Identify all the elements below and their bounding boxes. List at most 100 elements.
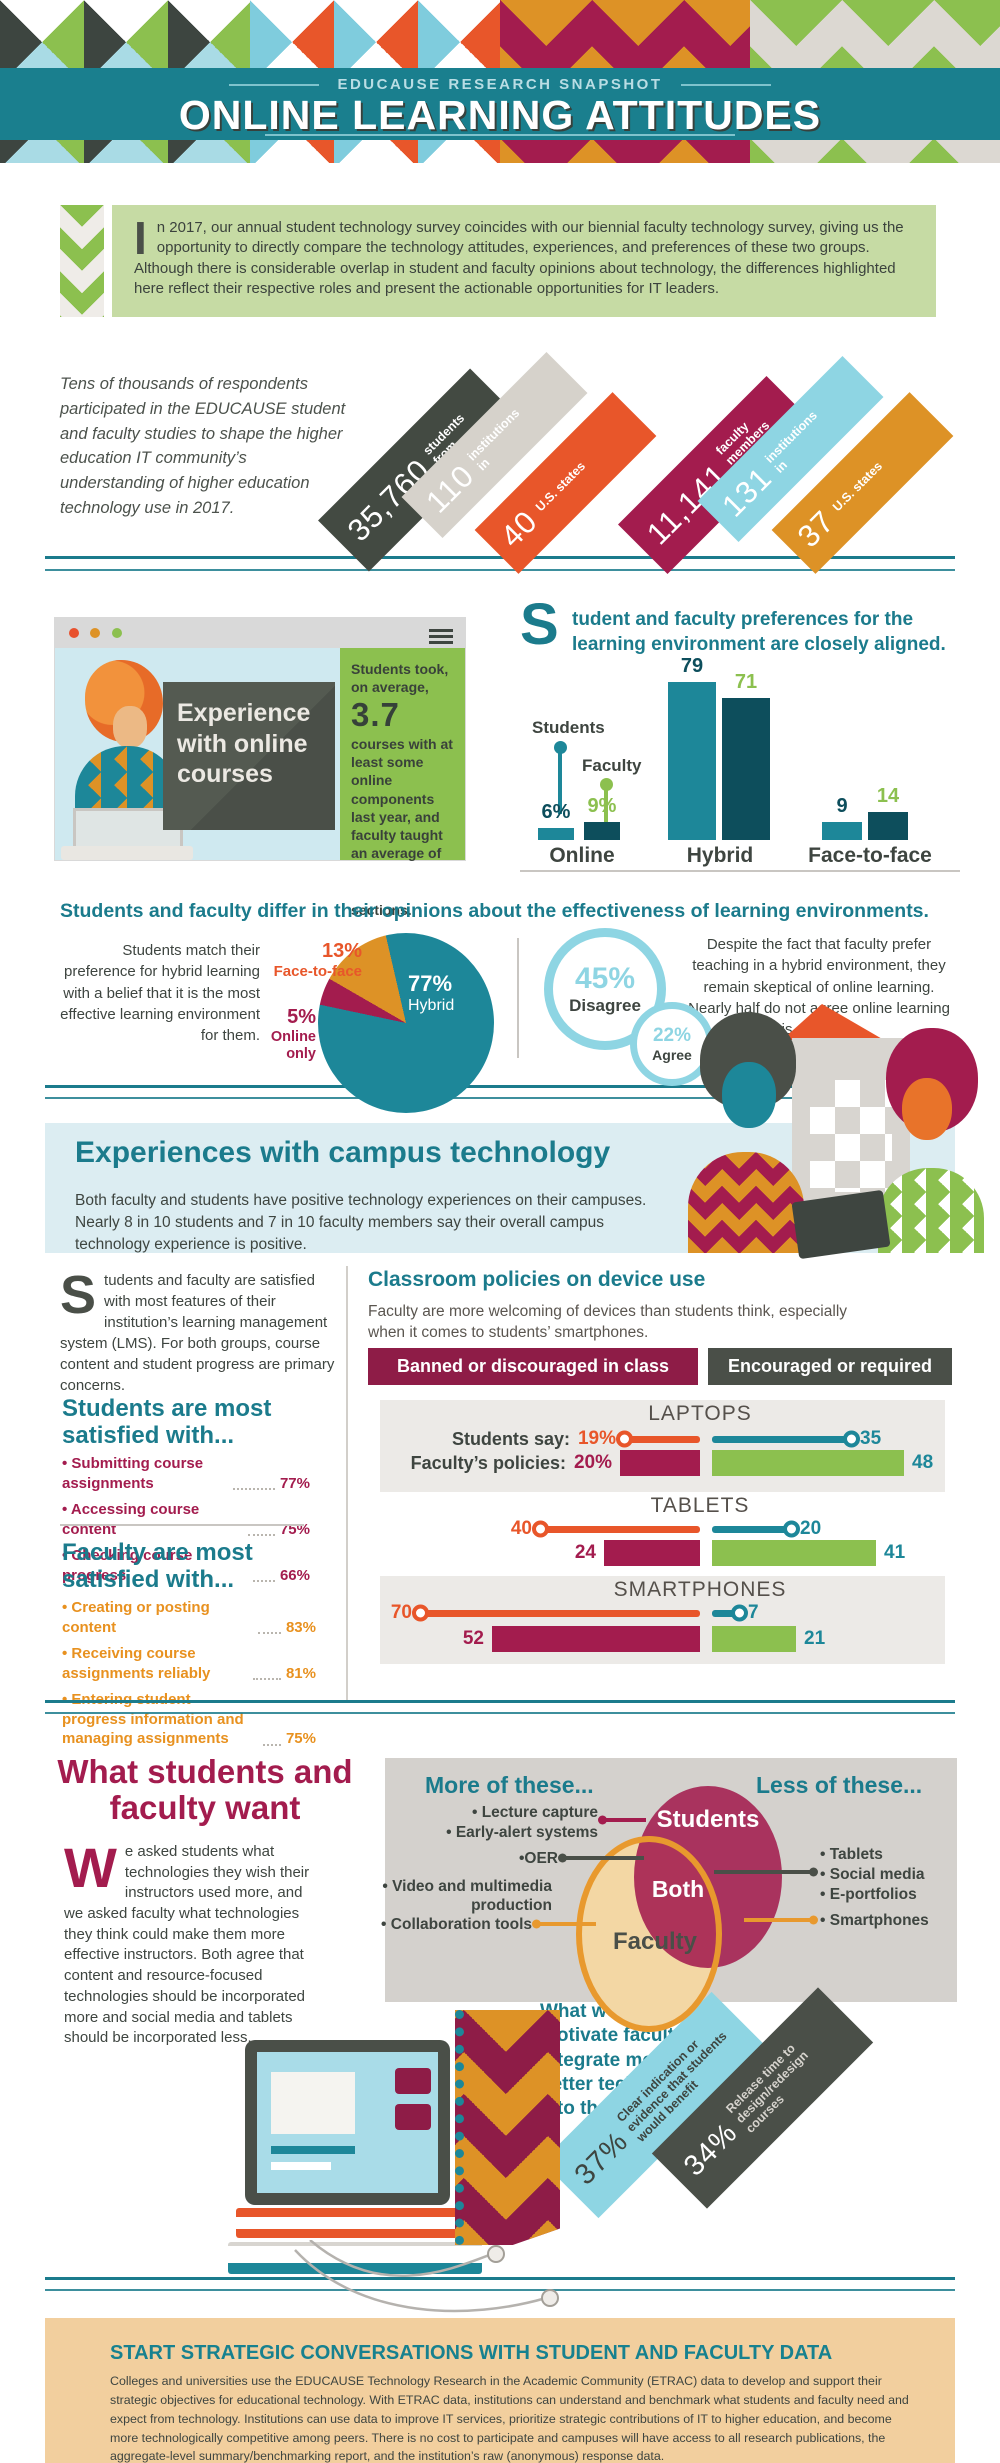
students-satisfied-heading: Students are most satisfied with... xyxy=(62,1395,272,1449)
student-item-3-value: 66% xyxy=(279,1566,310,1584)
tablets-policy-banned-value: 24 xyxy=(574,1542,596,1563)
report-kicker: EDUCAUSE RESEARCH SNAPSHOT xyxy=(337,76,663,93)
preferences-dropcap: S xyxy=(520,592,559,657)
connector-dot-icon xyxy=(598,1815,607,1825)
want-dropcap: W xyxy=(64,1836,117,1899)
lms-divider xyxy=(60,1524,304,1526)
want-heading: What students and faculty want xyxy=(57,1753,353,1827)
footer-body: Colleges and universities use the EDUCAU… xyxy=(110,2374,909,2463)
less-both-item-1: • Tablets xyxy=(820,1846,883,1863)
chart-bottom-rule xyxy=(520,870,960,872)
laptops-policy-banned-value: 20% xyxy=(573,1452,612,1473)
bar-hybrid-faculty: 71 xyxy=(722,671,770,840)
campus-body: Both faculty and students have positive … xyxy=(75,1192,647,1253)
effectiveness-heading: Students and faculty differ in their opi… xyxy=(60,900,929,922)
marker-icon xyxy=(412,1604,429,1622)
section-rule-2a xyxy=(45,1085,955,1088)
tablets-say-banned-value: 40 xyxy=(510,1518,532,1539)
axis-label-hybrid: Hybrid xyxy=(686,844,754,867)
bar-hybrid-students: 79 xyxy=(668,655,716,840)
card-sidebar: Students took, on average, 3.7 courses w… xyxy=(340,648,465,918)
hamburger-menu-icon xyxy=(429,626,453,647)
title-underline xyxy=(265,134,735,136)
lms-intro: S tudents and faculty are satisfied with… xyxy=(60,1268,338,1396)
earbuds-icon xyxy=(294,2240,559,2313)
effectiveness-students-text: Students match their preference for hybr… xyxy=(60,942,260,1045)
connector-dot-icon xyxy=(532,1919,541,1929)
pie-online-name: Online only xyxy=(270,1029,316,1062)
want-body-text: e asked students what technologies they … xyxy=(64,1843,310,2047)
intro-text: n 2017, our annual student technology su… xyxy=(134,219,904,298)
faculty-item-1-value: 83% xyxy=(285,1618,316,1636)
building-windows-icon xyxy=(810,1080,892,1192)
page-title: ONLINE LEARNING ATTITUDES xyxy=(178,92,822,138)
window-dot-orange-icon xyxy=(90,628,101,638)
bar-f2f-students: 9 xyxy=(822,795,862,840)
motivator-release-pct: 34% xyxy=(677,2116,744,2183)
browser-titlebar xyxy=(55,618,465,648)
bar-online-students: 6% xyxy=(538,801,574,840)
smartphones-policy-banned-bar xyxy=(492,1626,700,1652)
screen-window-icon xyxy=(271,2072,355,2134)
person-face-icon xyxy=(113,706,147,748)
sidebar-stat-courses: 3.7 xyxy=(351,696,400,734)
encouraged-badge: Encouraged or required xyxy=(708,1348,952,1385)
pie-label-online: 5% Online only xyxy=(240,1006,316,1062)
laptop-base-icon xyxy=(61,846,193,860)
smartphones-faculty-row: 52 21 xyxy=(380,1626,945,1652)
student-item-1-value: 77% xyxy=(279,1474,310,1492)
laptops-policy-banned-bar xyxy=(620,1450,700,1476)
more-of-these-label: More of these... xyxy=(425,1772,594,1798)
list-item: Entering student progress information an… xyxy=(62,1690,316,1749)
students-satisfied-list: Submitting course assignments 77% Access… xyxy=(62,1454,310,1592)
preferences-chart: S tudent and faculty preferences for the… xyxy=(520,592,980,880)
venn-students-label: Students xyxy=(656,1806,760,1833)
more-both-item-1: •OER xyxy=(518,1850,558,1867)
marker-icon xyxy=(616,1430,633,1448)
building-roof-icon xyxy=(782,1004,884,1040)
value-hybrid-students: 79 xyxy=(680,655,704,677)
connector-both-more xyxy=(558,1853,644,1863)
sidebar-stat-sections: 3.2 xyxy=(351,862,400,900)
list-item: Receiving course assignments reliably 81… xyxy=(62,1644,316,1683)
faculty-item-2-value: 81% xyxy=(285,1664,316,1682)
stat-states-label: U.S. states xyxy=(533,459,589,515)
pie-label-hybrid: 77% Hybrid xyxy=(408,971,454,1015)
pie-f2f-name: Face-to-face xyxy=(273,963,362,980)
laptops-title: LAPTOPS xyxy=(648,1402,752,1425)
legend-students-pin-icon xyxy=(554,741,567,754)
value-hybrid-faculty: 71 xyxy=(734,671,758,693)
devices-body: Faculty are more welcoming of devices th… xyxy=(368,1303,848,1341)
sidebar-line3: sections. xyxy=(351,901,412,918)
more-faculty-item-2: • Collaboration tools xyxy=(381,1916,532,1933)
bar-hybrid-faculty-rect xyxy=(722,698,770,840)
faculty-item-1-label: Creating or posting content xyxy=(62,1598,252,1637)
device-group-tablets: TABLETS 40 20 24 41 xyxy=(380,1492,945,1576)
sidebar-line2: courses with at least some online compon… xyxy=(351,736,453,862)
value-online-faculty: 9% xyxy=(587,795,617,817)
screen-tile1-icon xyxy=(395,2068,431,2094)
tablets-policy-encouraged-value: 41 xyxy=(884,1542,906,1563)
laptop-illu-screen-icon xyxy=(257,2052,438,2193)
agree-pct: 22% xyxy=(652,1025,692,1046)
student-item-2-label: Accessing course content xyxy=(62,1500,242,1539)
kicker-line-right xyxy=(680,83,771,86)
dotted-leader xyxy=(262,1743,281,1746)
dotted-leader xyxy=(253,1580,275,1582)
stat-states2-label: U.S. states xyxy=(830,459,886,515)
pie-label-f2f: 13% Face-to-face xyxy=(240,940,362,980)
pie-hybrid-name: Hybrid xyxy=(408,997,455,1014)
tablets-say-encouraged-value: 20 xyxy=(800,1518,822,1539)
less-both-item-3: • E-portfolios xyxy=(820,1886,917,1903)
screen-tile2-icon xyxy=(395,2104,431,2130)
list-item: Accessing course content 75% xyxy=(62,1500,310,1539)
disagree-pct: 45% xyxy=(574,962,636,995)
list-item: Creating or posting content 83% xyxy=(62,1598,316,1637)
section-rule-4b xyxy=(45,2289,955,2291)
smartphones-title: SMARTPHONES xyxy=(613,1578,787,1601)
pie-online-pct: 5% xyxy=(287,1006,316,1028)
footer-heading: START STRATEGIC CONVERSATIONS WITH STUDE… xyxy=(110,2342,833,2364)
axis-label-online: Online xyxy=(549,844,615,867)
banned-badge: Banned or discouraged in class xyxy=(368,1348,698,1385)
faculty-policies-label: Faculty’s policies: xyxy=(410,1452,566,1473)
